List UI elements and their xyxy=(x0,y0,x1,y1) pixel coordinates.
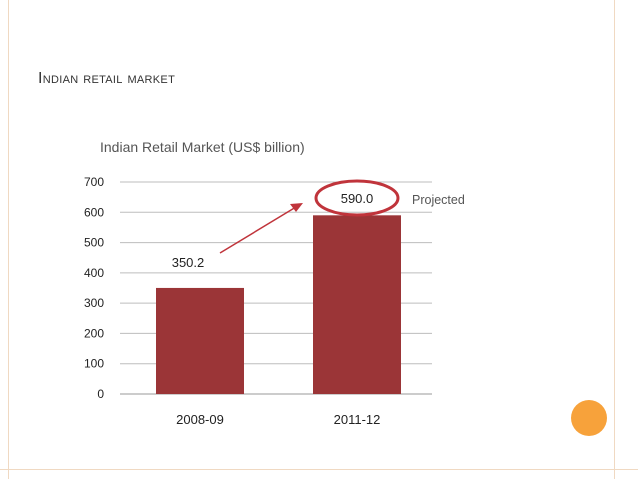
y-tick-label: 400 xyxy=(84,266,104,280)
x-tick-label-2011-12: 2011-12 xyxy=(334,412,381,427)
slide-frame-left xyxy=(8,0,9,479)
bar-2008-09 xyxy=(156,287,244,394)
chart-title: Indian Retail Market (US$ billion) xyxy=(100,139,305,155)
projected-annotation: Projected xyxy=(412,193,465,207)
bar-2011-12 xyxy=(313,215,401,394)
y-tick-label: 0 xyxy=(97,387,104,401)
y-axis-ticks: 0 100 200 300 400 500 600 700 xyxy=(84,175,104,401)
highlight-circle xyxy=(314,179,400,217)
y-tick-label: 600 xyxy=(84,205,104,219)
y-tick-label: 200 xyxy=(84,326,104,340)
slide-frame-bottom xyxy=(0,469,638,470)
growth-arrow xyxy=(219,206,297,254)
x-tick-label-2008-09: 2008-09 xyxy=(176,412,224,427)
y-tick-label: 700 xyxy=(84,175,104,189)
data-label-2011-12: 590.0 xyxy=(341,191,374,206)
y-tick-label: 300 xyxy=(84,296,104,310)
slide-title: Indian retail market xyxy=(38,70,176,87)
growth-arrow-head xyxy=(290,203,303,212)
data-label-2008-09: 350.2 xyxy=(172,255,205,270)
accent-dot xyxy=(571,400,607,436)
y-tick-label: 500 xyxy=(84,236,104,250)
y-tick-label: 100 xyxy=(84,357,104,371)
slide-frame-right xyxy=(614,0,615,479)
